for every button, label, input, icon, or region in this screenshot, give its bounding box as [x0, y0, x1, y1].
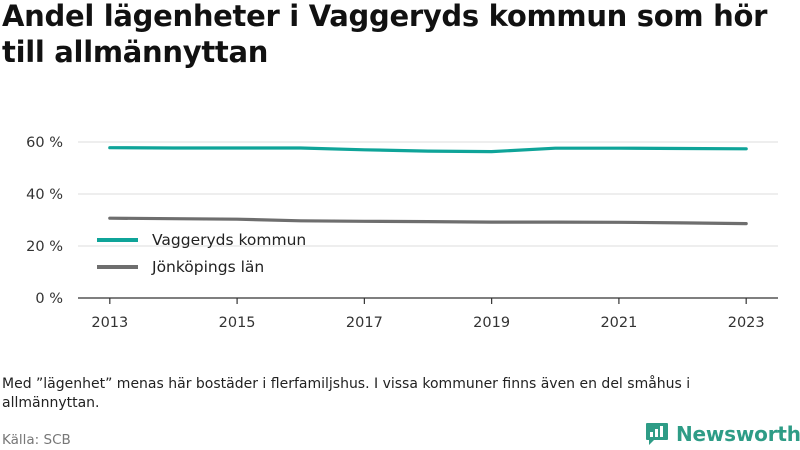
- line-chart: 0 % 20 % 40 % 60 % 2013 2015 2017 2019 2021 2023…: [26, 135, 778, 331]
- x-axis: [78, 297, 778, 304]
- footnote: Med ”lägenhet” menas här bostäder i fler…: [2, 376, 691, 411]
- y-tick-label: 20 %: [26, 239, 63, 255]
- x-tick-label: 2013: [91, 315, 128, 331]
- x-tick-label: 2021: [600, 315, 637, 331]
- y-tick-label: 0 %: [35, 291, 63, 307]
- y-tick-label: 40 %: [26, 187, 63, 203]
- newsworthy-logo-text: Newsworthy: [676, 422, 800, 446]
- source-label: Källa: SCB: [2, 432, 71, 448]
- legend-label: Vaggeryds kommun: [152, 231, 306, 249]
- series-line-0: [108, 146, 748, 154]
- grid-lines: [78, 141, 778, 247]
- x-tick-label: 2017: [346, 315, 383, 331]
- newsworthy-logo-icon: [646, 423, 668, 445]
- x-tick-label: 2019: [473, 315, 510, 331]
- y-axis-tick-labels: 0 % 20 % 40 % 60 %: [26, 135, 63, 307]
- y-tick-label: 60 %: [26, 135, 63, 151]
- x-tick-label: 2015: [219, 315, 256, 331]
- x-axis-tick-labels: 2013 2015 2017 2019 2021 2023: [91, 315, 764, 331]
- chart-title: Andel lägenheter i Vaggeryds kommun som …: [2, 0, 768, 69]
- legend-label: Jönköpings län: [151, 258, 264, 276]
- series-lines: [108, 146, 748, 226]
- legend: Vaggeryds kommun Jönköpings län: [97, 231, 306, 276]
- x-tick-label: 2023: [728, 315, 765, 331]
- series-line-1: [108, 216, 748, 226]
- newsworthy-logo[interactable]: Newsworthy: [644, 420, 800, 448]
